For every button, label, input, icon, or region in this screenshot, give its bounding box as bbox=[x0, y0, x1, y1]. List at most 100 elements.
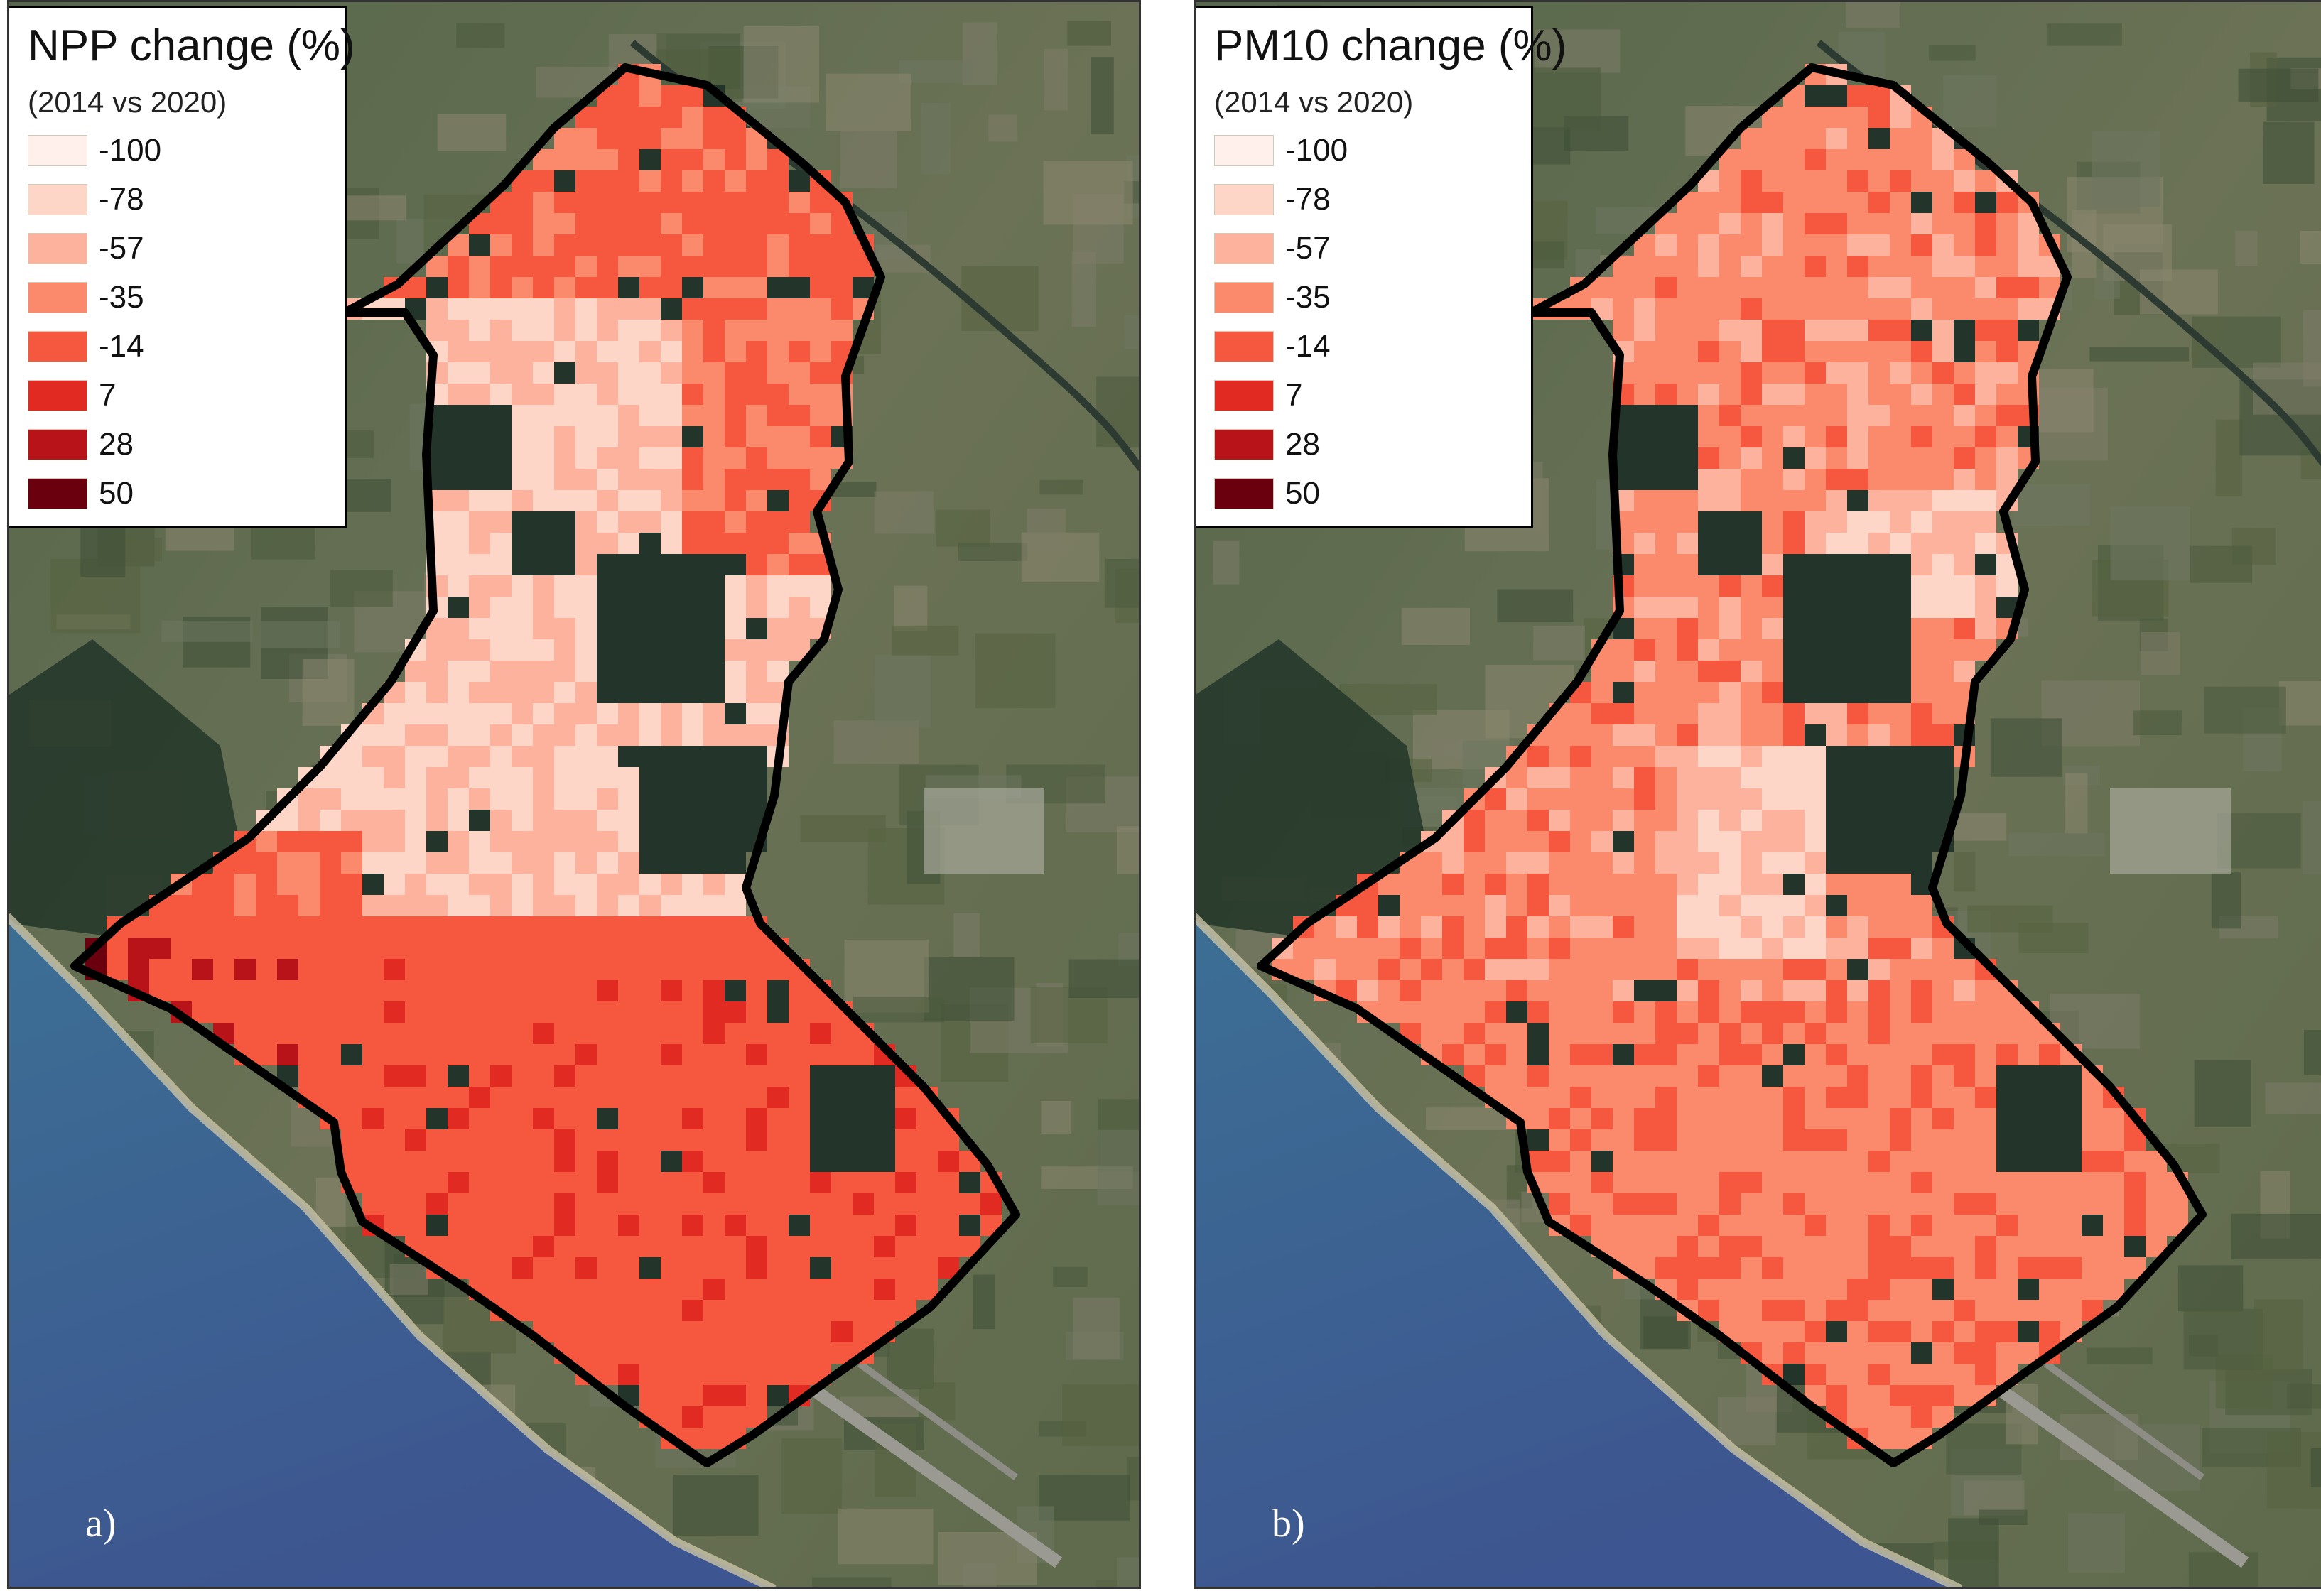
raster-cell bbox=[1826, 384, 1847, 405]
raster-cell bbox=[512, 1257, 533, 1279]
raster-cell bbox=[1591, 1193, 1613, 1215]
raster-cell bbox=[661, 1385, 682, 1406]
raster-cell bbox=[575, 128, 597, 149]
raster-cell bbox=[1698, 277, 1719, 298]
raster-cell bbox=[1975, 447, 1996, 469]
raster-cell bbox=[597, 938, 618, 959]
raster-cell bbox=[1868, 1321, 1890, 1342]
raster-cell bbox=[1996, 362, 2018, 384]
raster-cell bbox=[810, 1215, 831, 1236]
raster-cell bbox=[384, 1044, 405, 1065]
raster-cell bbox=[234, 1001, 256, 1023]
raster-cell bbox=[789, 554, 810, 575]
raster-cell bbox=[789, 277, 810, 298]
raster-cell bbox=[1741, 959, 1762, 980]
raster-cell bbox=[1868, 746, 1890, 767]
raster-cell bbox=[703, 1406, 725, 1428]
raster-cell bbox=[362, 1193, 384, 1215]
raster-cell bbox=[661, 1172, 682, 1193]
raster-cell bbox=[661, 639, 682, 661]
raster-cell bbox=[405, 277, 426, 298]
terrain-patch bbox=[2086, 1347, 2153, 1364]
raster-cell bbox=[1719, 234, 1741, 256]
raster-cell bbox=[554, 320, 575, 341]
raster-cell bbox=[1847, 810, 1868, 831]
raster-cell bbox=[533, 724, 554, 746]
raster-cell bbox=[405, 810, 426, 831]
raster-cell bbox=[1932, 298, 1954, 320]
raster-cell bbox=[1570, 724, 1591, 746]
raster-cell bbox=[1996, 320, 2018, 341]
raster-cell bbox=[661, 128, 682, 149]
raster-cell bbox=[1634, 384, 1655, 405]
raster-cell bbox=[746, 1342, 767, 1364]
legend-item: 28 bbox=[28, 420, 326, 469]
raster-cell bbox=[1591, 1172, 1613, 1193]
raster-cell bbox=[1762, 703, 1783, 724]
raster-cell bbox=[831, 1193, 853, 1215]
raster-cell bbox=[1911, 852, 1932, 874]
raster-cell bbox=[1591, 980, 1613, 1001]
raster-cell bbox=[1719, 1215, 1741, 1236]
raster-cell bbox=[661, 831, 682, 852]
raster-cell bbox=[810, 1044, 831, 1065]
raster-cell bbox=[448, 916, 469, 938]
raster-cell bbox=[1613, 661, 1634, 682]
raster-cell bbox=[1975, 1300, 1996, 1321]
raster-cell bbox=[1890, 1215, 1911, 1236]
raster-cell bbox=[746, 959, 767, 980]
raster-cell bbox=[1826, 938, 1847, 959]
raster-cell bbox=[1591, 810, 1613, 831]
raster-cell bbox=[1762, 128, 1783, 149]
raster-cell bbox=[1868, 277, 1890, 298]
raster-cell bbox=[469, 1001, 490, 1023]
forest-area bbox=[7, 639, 242, 938]
raster-cell bbox=[1868, 810, 1890, 831]
raster-cell bbox=[1698, 1023, 1719, 1044]
raster-cell bbox=[1634, 874, 1655, 895]
raster-cell bbox=[192, 916, 213, 938]
raster-cell bbox=[2018, 1300, 2039, 1321]
raster-cell bbox=[1613, 1172, 1634, 1193]
raster-cell bbox=[1698, 810, 1719, 831]
raster-cell bbox=[1783, 1044, 1805, 1065]
raster-cell bbox=[1911, 128, 1932, 149]
raster-cell bbox=[2039, 1172, 2060, 1193]
raster-cell bbox=[767, 1001, 789, 1023]
terrain-patch bbox=[875, 654, 931, 728]
raster-cell bbox=[554, 1321, 575, 1342]
raster-cell bbox=[1996, 341, 2018, 362]
raster-cell bbox=[1783, 1300, 1805, 1321]
raster-cell bbox=[810, 213, 831, 234]
raster-cell bbox=[661, 1279, 682, 1300]
raster-cell bbox=[1996, 1236, 2018, 1257]
terrain-patch bbox=[1126, 1457, 1141, 1501]
raster-cell bbox=[618, 959, 639, 980]
raster-cell bbox=[789, 469, 810, 490]
raster-cell bbox=[384, 1087, 405, 1108]
raster-cell bbox=[384, 916, 405, 938]
raster-cell bbox=[1847, 1406, 1868, 1428]
raster-cell bbox=[448, 831, 469, 852]
raster-cell bbox=[1847, 1321, 1868, 1342]
raster-cell bbox=[1805, 916, 1826, 938]
raster-cell bbox=[490, 810, 512, 831]
raster-cell bbox=[469, 1087, 490, 1108]
raster-cell bbox=[490, 1044, 512, 1065]
terrain-patch bbox=[781, 1438, 843, 1514]
raster-cell bbox=[533, 1236, 554, 1257]
raster-cell bbox=[618, 1108, 639, 1129]
raster-cell bbox=[1911, 170, 1932, 192]
raster-cell bbox=[1826, 959, 1847, 980]
raster-cell bbox=[725, 149, 746, 170]
raster-cell bbox=[831, 1215, 853, 1236]
raster-cell bbox=[533, 426, 554, 447]
raster-cell bbox=[618, 405, 639, 426]
raster-cell bbox=[1826, 1257, 1847, 1279]
raster-cell bbox=[448, 767, 469, 788]
terrain-patch bbox=[2215, 419, 2243, 496]
raster-cell bbox=[810, 277, 831, 298]
raster-cell bbox=[661, 1257, 682, 1279]
raster-cell bbox=[703, 511, 725, 533]
raster-cell bbox=[1868, 1406, 1890, 1428]
